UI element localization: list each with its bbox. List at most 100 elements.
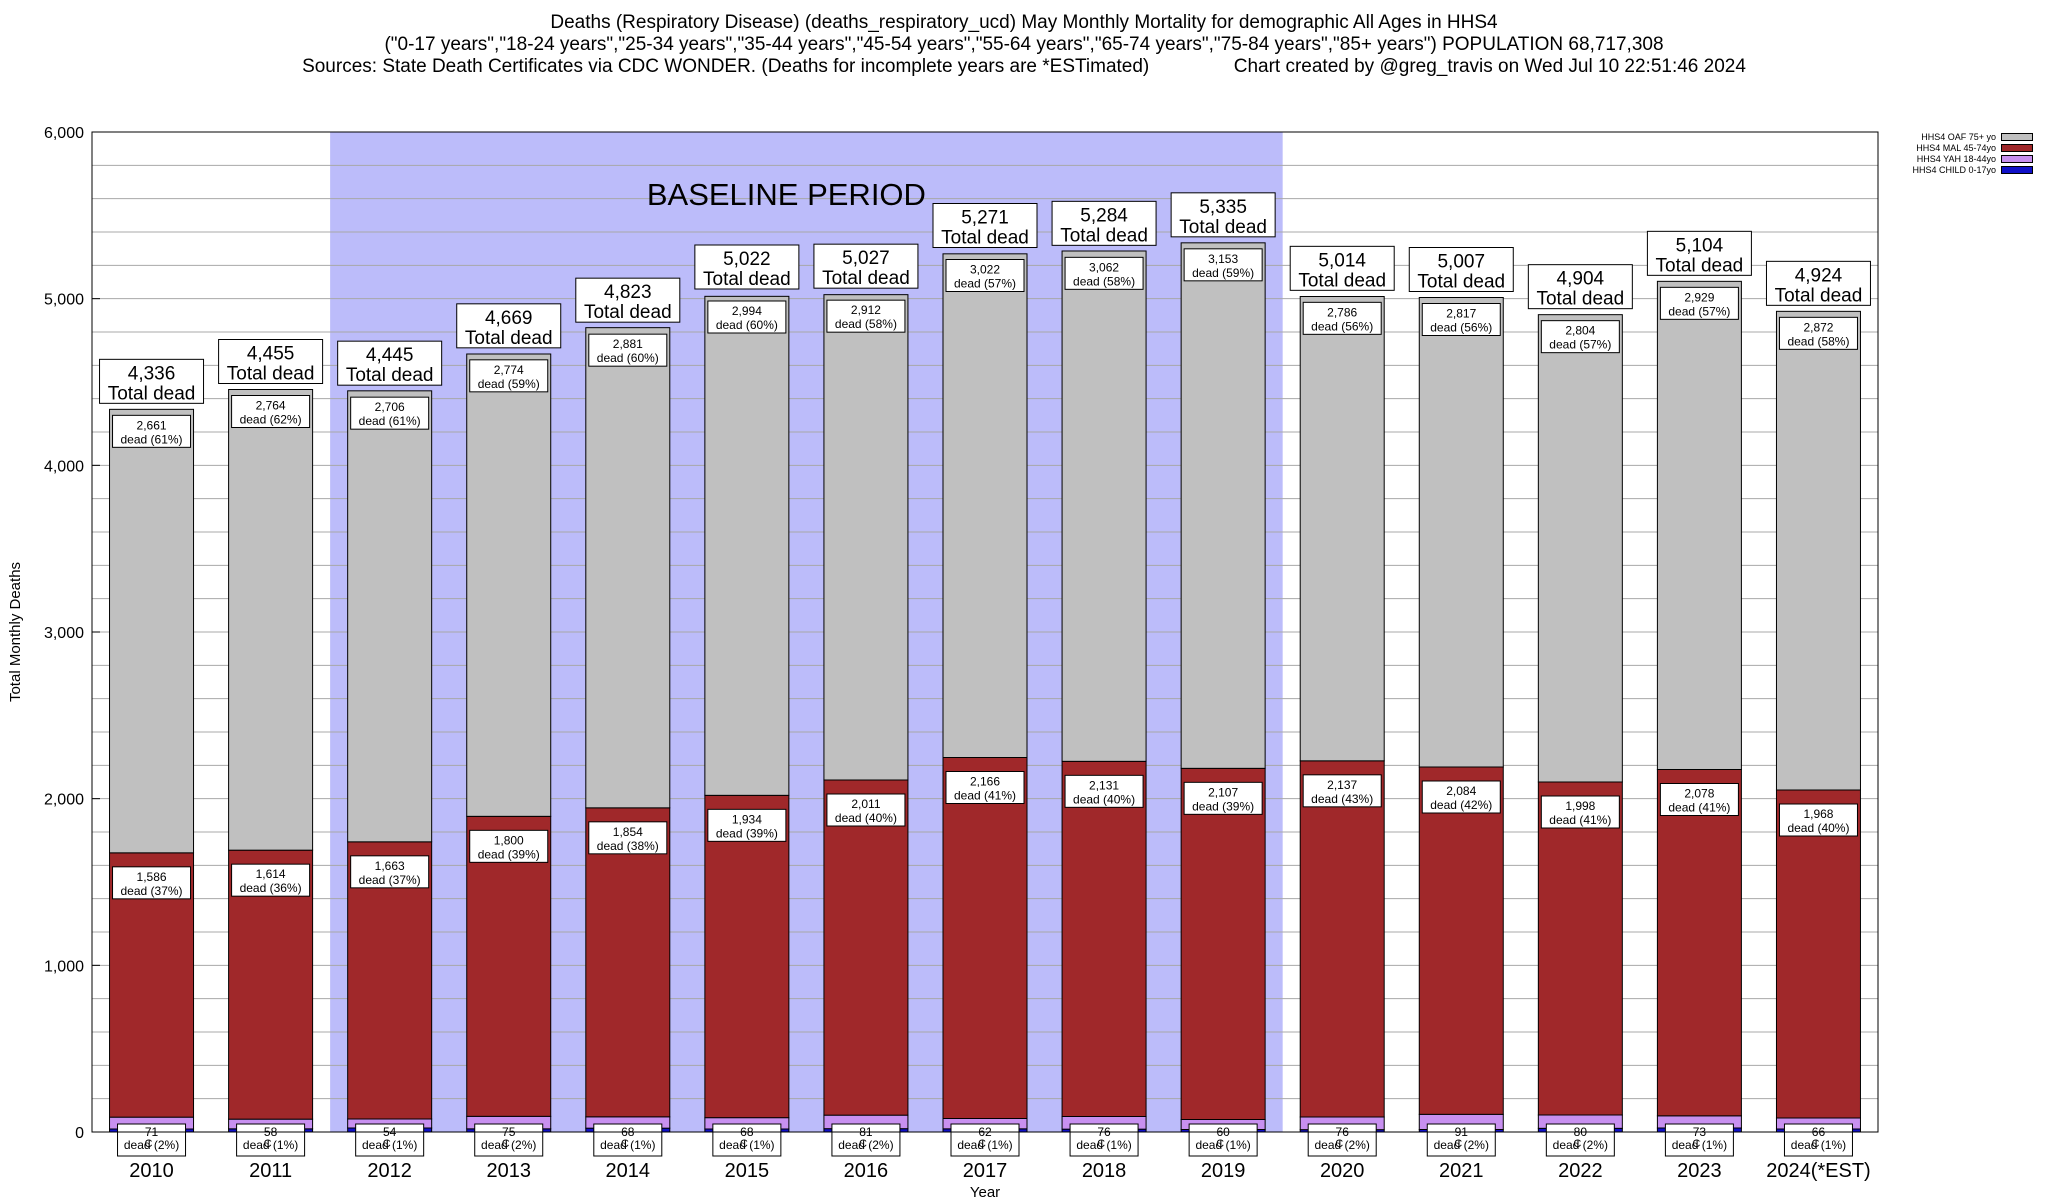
segment-value-label: C bbox=[1811, 1138, 1819, 1150]
total-value-label: 5,284 bbox=[1080, 205, 1128, 226]
segment-label-box bbox=[831, 1123, 901, 1157]
segment-value-label: dead (59%) bbox=[1192, 266, 1254, 280]
x-tick-label: 2014 bbox=[606, 1160, 651, 1182]
x-tick-label: 2015 bbox=[725, 1160, 770, 1182]
total-label-box bbox=[99, 358, 205, 404]
segment-value-label: dead (1%) bbox=[957, 1138, 1012, 1152]
segment-label-box bbox=[826, 299, 906, 333]
segment-value-label: dead (38%) bbox=[597, 839, 659, 853]
segment-label-box bbox=[1302, 301, 1382, 335]
segment-label-box bbox=[350, 855, 430, 889]
segment-value-label: 1,998 bbox=[1565, 799, 1595, 813]
total-value-label: 4,455 bbox=[247, 344, 295, 365]
segment-value-label: dead (40%) bbox=[1787, 821, 1849, 835]
segment-label-box bbox=[707, 808, 787, 842]
segment-label-box bbox=[1664, 1123, 1734, 1157]
segment-label-box bbox=[350, 396, 430, 430]
segment-value-label: dead (41%) bbox=[1549, 813, 1611, 827]
bar-segment bbox=[823, 779, 909, 1116]
segment-value-label: 2,817 bbox=[1446, 307, 1476, 321]
x-tick-label: 2023 bbox=[1677, 1160, 1722, 1182]
segment-label-box bbox=[1307, 1123, 1377, 1157]
segment-value-label: 2,661 bbox=[137, 418, 167, 432]
legend-entry: HHS4 MAL 45-74yo bbox=[1912, 142, 2033, 153]
segment-value-label: 2,804 bbox=[1565, 324, 1595, 338]
total-label-box bbox=[932, 203, 1038, 248]
segment-value-label: dead (1%) bbox=[1672, 1138, 1727, 1152]
bar-segment bbox=[585, 327, 671, 809]
legend-swatch bbox=[2001, 132, 2033, 141]
total-value-label: Total dead bbox=[703, 269, 791, 290]
total-label-box bbox=[1646, 230, 1752, 276]
segment-label-box bbox=[707, 300, 787, 334]
segment-value-label: C bbox=[264, 1138, 272, 1150]
bar-segment bbox=[228, 389, 314, 851]
x-tick-label: 2022 bbox=[1558, 1160, 1603, 1182]
segment-value-label: dead (2%) bbox=[838, 1138, 893, 1152]
legend-swatch bbox=[2001, 143, 2033, 152]
x-tick-label: 2011 bbox=[249, 1160, 292, 1182]
segment-value-label: dead (41%) bbox=[1668, 801, 1730, 815]
bar-segment bbox=[1418, 766, 1504, 1115]
segment-value-label: dead (62%) bbox=[240, 413, 302, 427]
segment-label-box bbox=[355, 1123, 425, 1157]
total-label-box bbox=[218, 339, 324, 384]
segment-label-box bbox=[1540, 795, 1620, 829]
segment-value-label: dead (36%) bbox=[240, 881, 302, 895]
x-tick-label: 2010 bbox=[129, 1160, 174, 1182]
segment-label-box bbox=[231, 863, 311, 897]
segment-value-label: dead (2%) bbox=[124, 1138, 179, 1152]
total-value-label: Total dead bbox=[1060, 225, 1148, 246]
segment-value-label: dead (1%) bbox=[1195, 1138, 1250, 1152]
segment-label-box bbox=[1778, 803, 1858, 837]
bar-segment bbox=[1180, 242, 1266, 769]
segment-value-label: dead (60%) bbox=[597, 351, 659, 365]
bar-segment bbox=[1299, 296, 1385, 762]
segment-label-box bbox=[1183, 781, 1263, 815]
total-label-box bbox=[1051, 200, 1157, 246]
segment-label-box bbox=[1069, 1123, 1139, 1157]
total-value-label: Total dead bbox=[1298, 270, 1386, 291]
bar-segment bbox=[1656, 280, 1742, 770]
total-value-label: 5,022 bbox=[723, 249, 771, 270]
segment-label-box bbox=[945, 259, 1025, 292]
total-value-label: 4,669 bbox=[485, 308, 533, 329]
segment-value-label: C bbox=[1692, 1138, 1700, 1150]
segment-value-label: C bbox=[383, 1138, 391, 1150]
segment-label-box bbox=[712, 1123, 782, 1157]
segment-value-label: dead (2%) bbox=[1434, 1138, 1489, 1152]
plot-frame bbox=[91, 131, 1879, 1133]
segment-value-label: C bbox=[1573, 1138, 1581, 1150]
total-value-label: Total dead bbox=[822, 268, 910, 289]
segment-label-box bbox=[1188, 1123, 1258, 1157]
bar-segment bbox=[585, 807, 671, 1118]
legend-swatch bbox=[2001, 165, 2033, 174]
x-tick-label: 2017 bbox=[963, 1160, 1008, 1182]
segment-label-box bbox=[1064, 256, 1144, 290]
chart-title: Deaths (Respiratory Disease) (deaths_res… bbox=[550, 12, 1498, 33]
segment-value-label: dead (56%) bbox=[1430, 321, 1492, 335]
bar-segment bbox=[466, 353, 552, 817]
segment-value-label: C bbox=[502, 1138, 510, 1150]
total-value-label: 5,104 bbox=[1676, 235, 1724, 256]
total-value-label: 5,027 bbox=[842, 248, 890, 269]
bar-segment bbox=[1180, 767, 1266, 1120]
total-value-label: Total dead bbox=[108, 383, 196, 404]
segment-value-label: 2,872 bbox=[1803, 320, 1833, 334]
segment-label-box bbox=[1421, 780, 1501, 814]
segment-value-label: 2,078 bbox=[1684, 787, 1714, 801]
total-value-label: 4,904 bbox=[1557, 269, 1605, 290]
segment-value-label: dead (1%) bbox=[600, 1138, 655, 1152]
legend-swatch bbox=[2001, 154, 2033, 163]
bar-segment bbox=[1775, 310, 1861, 791]
bar-segment bbox=[1061, 250, 1147, 762]
segment-value-label: dead (2%) bbox=[481, 1138, 536, 1152]
segment-label-box bbox=[112, 866, 192, 900]
total-label-box bbox=[456, 303, 562, 349]
segment-value-label: dead (61%) bbox=[359, 414, 421, 428]
segment-label-box bbox=[1778, 316, 1858, 350]
segment-value-label: dead (56%) bbox=[1311, 319, 1373, 333]
bar-segment bbox=[1537, 314, 1623, 783]
total-label-box bbox=[1765, 260, 1871, 306]
legend-label: HHS4 OAF 75+ yo bbox=[1921, 131, 1996, 142]
